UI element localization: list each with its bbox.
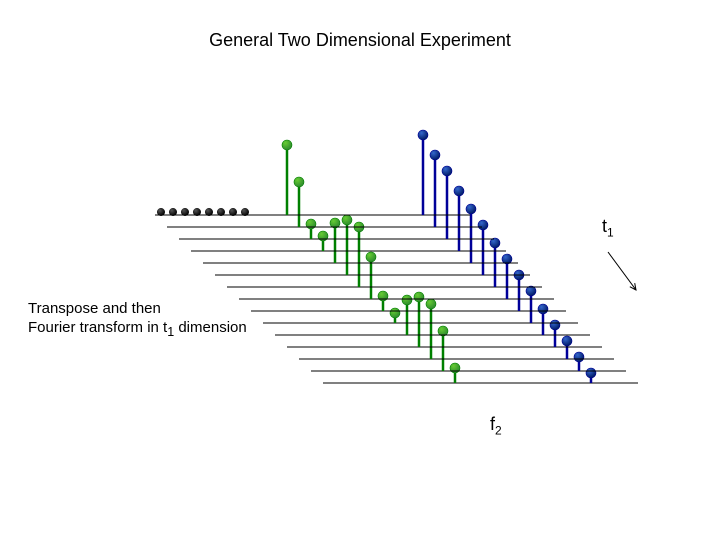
spectrum-diagram — [0, 0, 720, 540]
